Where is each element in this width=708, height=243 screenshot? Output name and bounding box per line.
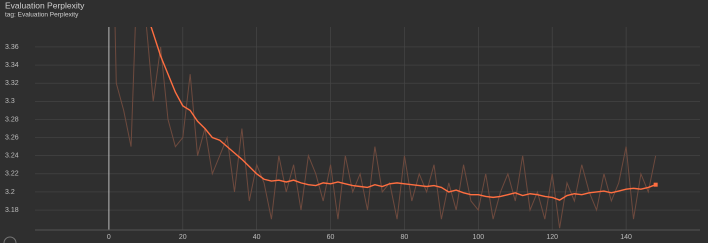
- x-tick-label: 40: [253, 234, 261, 241]
- y-tick-label: 3.32: [5, 80, 19, 87]
- expand-icon[interactable]: [3, 236, 17, 243]
- x-tick-label: 80: [401, 234, 409, 241]
- y-tick-label: 3.34: [5, 62, 19, 69]
- y-tick-label: 3.36: [5, 44, 19, 51]
- x-tick-label: 20: [179, 234, 187, 241]
- y-tick-label: 3.26: [5, 134, 19, 141]
- x-tick-label: 0: [107, 234, 111, 241]
- series-line: [150, 27, 656, 201]
- x-tick-label: 140: [620, 234, 632, 241]
- series-line: [114, 27, 657, 229]
- y-tick-label: 3.28: [5, 116, 19, 123]
- end-marker: [653, 182, 658, 187]
- grid: [35, 27, 700, 231]
- y-tick-label: 3.2: [5, 189, 15, 196]
- chart-subtitle: tag: Evaluation Perplexity: [5, 12, 79, 19]
- y-tick-label: 3.3: [5, 98, 15, 105]
- x-tick-label: 60: [327, 234, 335, 241]
- y-tick-label: 3.18: [5, 207, 19, 214]
- y-tick-label: 3.24: [5, 153, 19, 160]
- y-tick-label: 3.22: [5, 171, 19, 178]
- chart-title: Evaluation Perplexity: [5, 0, 85, 10]
- x-tick-label: 120: [546, 234, 558, 241]
- plot-area: [114, 27, 657, 229]
- x-tick-label: 100: [472, 234, 484, 241]
